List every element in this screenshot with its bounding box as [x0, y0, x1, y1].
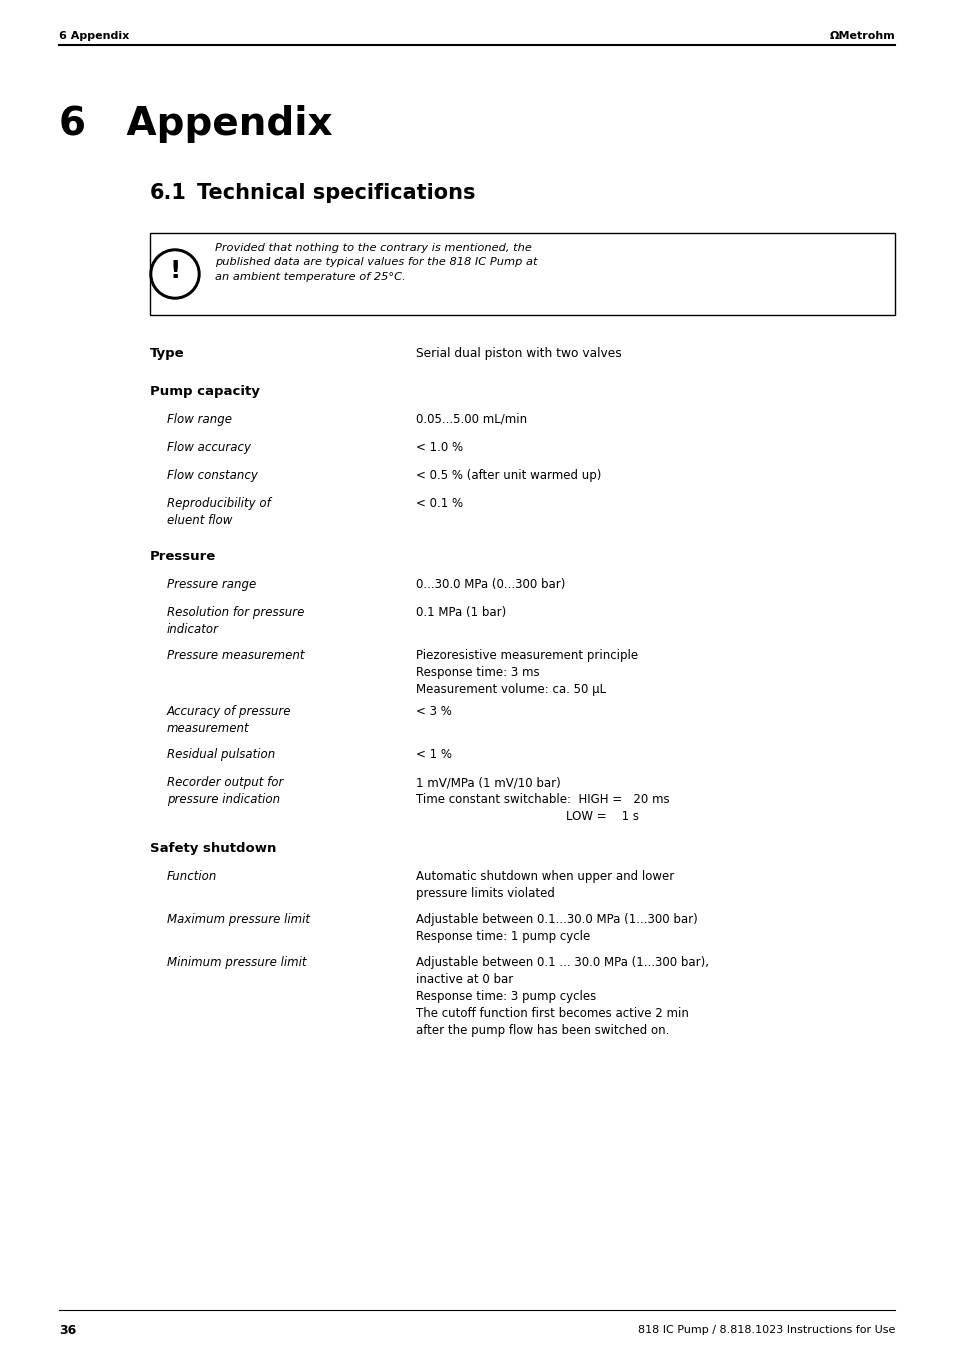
Bar: [150, 232, 894, 315]
Text: Pressure range: Pressure range: [167, 578, 256, 590]
Text: Flow range: Flow range: [167, 413, 232, 426]
Text: < 0.5 % (after unit warmed up): < 0.5 % (after unit warmed up): [416, 469, 600, 482]
Text: Pressure measurement: Pressure measurement: [167, 648, 304, 662]
Text: Pump capacity: Pump capacity: [150, 385, 259, 399]
Text: !: !: [169, 259, 180, 282]
Text: Technical specifications: Technical specifications: [196, 182, 475, 203]
Circle shape: [150, 249, 200, 299]
Text: Reproducibility of
eluent flow: Reproducibility of eluent flow: [167, 497, 271, 527]
Text: Pressure: Pressure: [150, 550, 216, 563]
Text: < 1.0 %: < 1.0 %: [416, 440, 462, 454]
Text: Serial dual piston with two valves: Serial dual piston with two valves: [416, 347, 621, 359]
Text: Flow constancy: Flow constancy: [167, 469, 257, 482]
Text: 0.1 MPa (1 bar): 0.1 MPa (1 bar): [416, 607, 506, 619]
Text: Piezoresistive measurement principle
Response time: 3 ms
Measurement volume: ca.: Piezoresistive measurement principle Res…: [416, 648, 638, 696]
Text: Safety shutdown: Safety shutdown: [150, 842, 276, 855]
Text: 0...30.0 MPa (0...300 bar): 0...30.0 MPa (0...300 bar): [416, 578, 565, 590]
Text: Flow accuracy: Flow accuracy: [167, 440, 251, 454]
Text: 1 mV/MPa (1 mV/10 bar)
Time constant switchable:  HIGH =   20 ms
               : 1 mV/MPa (1 mV/10 bar) Time constant swi…: [416, 775, 669, 823]
Text: Recorder output for
pressure indication: Recorder output for pressure indication: [167, 775, 283, 807]
Text: 36: 36: [59, 1324, 76, 1336]
Text: 0.05...5.00 mL/min: 0.05...5.00 mL/min: [416, 413, 527, 426]
Text: Residual pulsation: Residual pulsation: [167, 748, 275, 761]
Text: Provided that nothing to the contrary is mentioned, the
published data are typic: Provided that nothing to the contrary is…: [214, 243, 537, 282]
Text: < 1 %: < 1 %: [416, 748, 452, 761]
Text: Type: Type: [150, 347, 185, 359]
Text: Adjustable between 0.1...30.0 MPa (1...300 bar)
Response time: 1 pump cycle: Adjustable between 0.1...30.0 MPa (1...3…: [416, 913, 697, 943]
Text: Maximum pressure limit: Maximum pressure limit: [167, 913, 310, 925]
Text: Automatic shutdown when upper and lower
pressure limits violated: Automatic shutdown when upper and lower …: [416, 870, 674, 900]
Text: < 0.1 %: < 0.1 %: [416, 497, 462, 509]
Text: 818 IC Pump / 8.818.1023 Instructions for Use: 818 IC Pump / 8.818.1023 Instructions fo…: [637, 1325, 894, 1335]
Circle shape: [152, 253, 196, 296]
Text: 6   Appendix: 6 Appendix: [59, 105, 333, 143]
Text: Resolution for pressure
indicator: Resolution for pressure indicator: [167, 607, 304, 636]
Text: ΩMetrohm: ΩMetrohm: [828, 31, 894, 41]
Text: Adjustable between 0.1 ... 30.0 MPa (1...300 bar),
inactive at 0 bar
Response ti: Adjustable between 0.1 ... 30.0 MPa (1..…: [416, 957, 708, 1038]
Text: Accuracy of pressure
measurement: Accuracy of pressure measurement: [167, 705, 292, 735]
Text: 6 Appendix: 6 Appendix: [59, 31, 129, 41]
Text: 6.1: 6.1: [150, 182, 187, 203]
Text: Function: Function: [167, 870, 217, 884]
Text: < 3 %: < 3 %: [416, 705, 452, 717]
Text: Minimum pressure limit: Minimum pressure limit: [167, 957, 306, 969]
